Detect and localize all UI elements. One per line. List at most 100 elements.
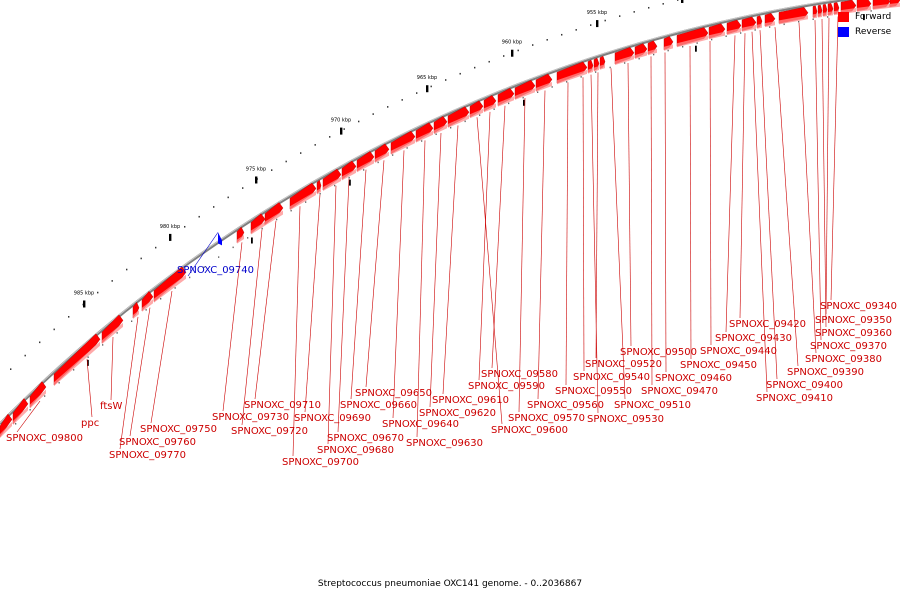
gene-shadow bbox=[536, 82, 552, 92]
gene-label[interactable]: SPNOXC_09370 bbox=[810, 341, 887, 352]
gene-leader-line bbox=[392, 150, 405, 419]
gene-label[interactable]: SPNOXC_09750 bbox=[140, 424, 217, 435]
gene-label[interactable]: SPNOXC_09530 bbox=[587, 414, 664, 425]
gene-label[interactable]: SPNOXC_09690 bbox=[294, 413, 371, 424]
gene-label[interactable]: SPNOXC_09550 bbox=[555, 386, 632, 397]
scale-tick bbox=[464, 120, 466, 123]
gene-label[interactable]: SPNOXC_09660 bbox=[340, 400, 417, 411]
scale-tick bbox=[479, 114, 481, 116]
gene-label[interactable]: SPNOXC_09390 bbox=[787, 367, 864, 378]
strand-legend: Forward Reverse bbox=[838, 9, 891, 39]
gene-leader-line bbox=[129, 307, 151, 437]
scale-tick bbox=[503, 55, 505, 57]
scale-tick bbox=[87, 356, 89, 358]
gene-label[interactable]: SPNOXC_09700 bbox=[282, 457, 359, 468]
scale-tick bbox=[667, 49, 669, 52]
gene-shadow bbox=[615, 55, 634, 65]
gene-leader-line bbox=[86, 358, 93, 418]
gene-label[interactable]: SPNOXC_09770 bbox=[109, 450, 186, 461]
gene-label[interactable]: SPNOXC_09710 bbox=[244, 400, 321, 411]
gene-label[interactable]: SPNOXC_09470 bbox=[641, 386, 718, 397]
gene-label[interactable]: SPNOXC_09570 bbox=[508, 413, 585, 424]
scale-tick bbox=[619, 15, 621, 17]
scale-label: 955 kbp bbox=[587, 10, 607, 16]
scale-tick bbox=[227, 196, 229, 199]
gene-label[interactable]: SPNOXC_09730 bbox=[212, 412, 289, 423]
scale-tick bbox=[329, 136, 331, 138]
gene-label[interactable]: SPNOXC_09630 bbox=[406, 438, 483, 449]
gene-label[interactable]: SPNOXC_09450 bbox=[680, 360, 757, 371]
gene-label[interactable]: SPNOXC_09400 bbox=[766, 380, 843, 391]
scale-tick bbox=[131, 320, 133, 322]
gene-label[interactable]: SPNOXC_09800 bbox=[6, 433, 83, 444]
major-tick bbox=[596, 20, 599, 28]
scale-tick bbox=[435, 133, 437, 136]
scale-tick bbox=[97, 291, 99, 294]
scale-tick bbox=[10, 368, 12, 370]
gene-shadow bbox=[834, 10, 839, 16]
gene-label[interactable]: SPNOXC_09460 bbox=[655, 373, 732, 384]
scale-tick bbox=[517, 49, 519, 52]
gene-label[interactable]: SPNOXC_09440 bbox=[700, 346, 777, 357]
scale-tick bbox=[783, 23, 785, 26]
gene-leader-line bbox=[491, 105, 506, 369]
scale-tick bbox=[508, 102, 510, 105]
gene-leader-line bbox=[365, 160, 385, 388]
gene-leader-line bbox=[537, 90, 546, 400]
gene-shadow bbox=[357, 159, 374, 173]
scale-tick bbox=[406, 147, 408, 149]
gene-label[interactable]: SPNOXC_09620 bbox=[419, 408, 496, 419]
scale-label: 970 kbp bbox=[331, 118, 351, 124]
gene-label[interactable]: SPNOXC_09640 bbox=[382, 419, 459, 430]
gene-label[interactable]: SPNOXC_09760 bbox=[119, 437, 196, 448]
gene-label[interactable]: SPNOXC_09510 bbox=[614, 400, 691, 411]
scale-tick bbox=[276, 218, 278, 221]
gene-leader-line bbox=[565, 82, 569, 386]
scale-tick bbox=[145, 309, 147, 311]
scale-tick bbox=[271, 169, 273, 171]
gene-label[interactable]: SPNOXC_09500 bbox=[620, 347, 697, 358]
scale-tick bbox=[575, 29, 577, 31]
gene-shadow bbox=[133, 310, 139, 319]
gene-label[interactable]: SPNOXC_09590 bbox=[468, 381, 545, 392]
gene-label[interactable]: SPNOXC_09540 bbox=[573, 372, 650, 383]
gene-label[interactable]: SPNOXC_09670 bbox=[327, 433, 404, 444]
feature-mark bbox=[87, 359, 89, 366]
reverse-gene[interactable] bbox=[218, 232, 222, 246]
gene-label[interactable]: SPNOXC_09410 bbox=[756, 393, 833, 404]
gene-label[interactable]: SPNOXC_09720 bbox=[231, 426, 308, 437]
gene-shadow bbox=[588, 68, 593, 74]
gene-label[interactable]: SPNOXC_09600 bbox=[491, 425, 568, 436]
gene-label[interactable]: ppc bbox=[81, 418, 99, 429]
gene-label[interactable]: ftsW bbox=[100, 401, 122, 412]
gene-shadow bbox=[416, 130, 433, 143]
scale-tick bbox=[624, 62, 626, 64]
scale-tick bbox=[377, 161, 379, 164]
gene-label[interactable]: SPNOXC_09610 bbox=[432, 395, 509, 406]
gene-label[interactable]: SPNOXC_09430 bbox=[715, 333, 792, 344]
gene-label[interactable]: SPNOXC_09740 bbox=[177, 265, 254, 276]
scale-tick bbox=[305, 201, 307, 203]
scale-tick bbox=[653, 53, 655, 56]
gene-shadow bbox=[498, 96, 514, 107]
gene-label[interactable]: SPNOXC_09560 bbox=[527, 400, 604, 411]
gene-label[interactable]: SPNOXC_09340 bbox=[820, 301, 897, 312]
gene-label[interactable]: SPNOXC_09420 bbox=[729, 319, 806, 330]
scale-tick bbox=[29, 409, 31, 411]
gene-label[interactable]: SPNOXC_09380 bbox=[805, 354, 882, 365]
scale-tick bbox=[213, 206, 215, 208]
gene-label[interactable]: SPNOXC_09650 bbox=[355, 388, 432, 399]
gene-label[interactable]: SPNOXC_09680 bbox=[317, 445, 394, 456]
major-tick bbox=[681, 0, 684, 3]
gene-shadow bbox=[813, 13, 817, 19]
scale-tick bbox=[24, 354, 26, 357]
gene-label[interactable]: SPNOXC_09360 bbox=[815, 328, 892, 339]
gene-shadow bbox=[828, 11, 833, 16]
scale-label: 980 kbp bbox=[160, 224, 180, 230]
gene-shadow bbox=[391, 139, 415, 155]
gene-label[interactable]: SPNOXC_09350 bbox=[815, 315, 892, 326]
scale-tick bbox=[174, 287, 176, 289]
gene-shadow bbox=[557, 69, 587, 85]
